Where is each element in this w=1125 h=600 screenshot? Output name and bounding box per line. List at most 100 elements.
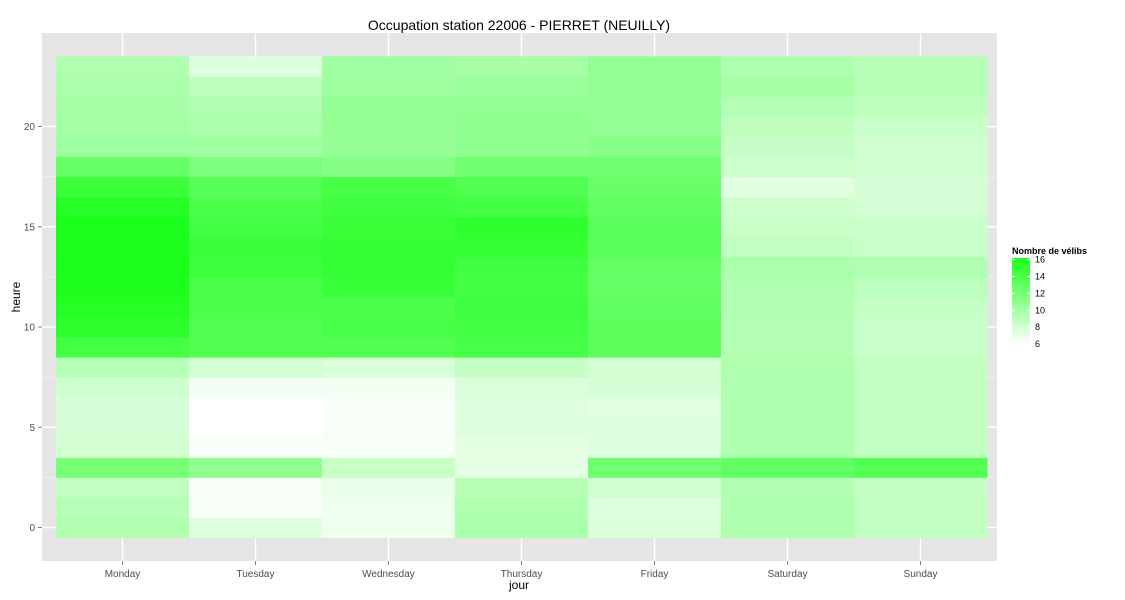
- heatmap-tile: [56, 517, 190, 539]
- heatmap-tile: [322, 517, 456, 539]
- heatmap-tile: [721, 216, 855, 238]
- heatmap-tile: [322, 196, 456, 218]
- heatmap-tile: [322, 256, 456, 278]
- heatmap-tile: [721, 276, 855, 298]
- heatmap-tile: [322, 316, 456, 338]
- heatmap-tile: [189, 296, 323, 318]
- heatmap-tile: [322, 497, 456, 518]
- heatmap-tile: [189, 457, 323, 478]
- heatmap-tile: [322, 337, 456, 358]
- heatmap-tile: [455, 196, 589, 218]
- heatmap-tile: [189, 176, 323, 198]
- heatmap-tile: [189, 316, 323, 338]
- heatmap-tile: [189, 216, 323, 238]
- heatmap-tile: [322, 156, 456, 178]
- heatmap-tile: [189, 76, 323, 97]
- heatmap-tile: [322, 457, 456, 478]
- legend-tick-label: 10: [1035, 305, 1045, 315]
- y-tick-label: 5: [29, 423, 35, 434]
- heatmap-tile: [455, 76, 589, 97]
- heatmap-tile: [455, 437, 589, 458]
- heatmap-tile: [189, 337, 323, 358]
- heatmap-tile: [721, 176, 855, 198]
- heatmap-tile: [455, 497, 589, 518]
- heatmap-tile: [322, 236, 456, 258]
- heatmap-tile: [56, 56, 190, 77]
- heatmap-tile: [854, 497, 988, 518]
- heatmap-tile: [588, 296, 722, 318]
- heatmap-tile: [322, 56, 456, 77]
- heatmap-tile: [322, 216, 456, 238]
- heatmap-tile: [588, 216, 722, 238]
- heatmap-tile: [455, 517, 589, 539]
- heatmap-tile: [189, 397, 323, 418]
- heatmap-tile: [588, 357, 722, 378]
- heatmap-tile: [854, 357, 988, 378]
- heatmap-tile: [854, 296, 988, 318]
- heatmap-tile: [588, 196, 722, 218]
- x-axis-title: jour: [508, 578, 529, 592]
- heatmap-tile: [56, 497, 190, 518]
- heatmap-tile: [189, 497, 323, 518]
- legend-tick-label: 16: [1035, 255, 1045, 265]
- heatmap-tile: [588, 497, 722, 518]
- heatmap-tile: [56, 316, 190, 338]
- heatmap-tile: [721, 256, 855, 278]
- y-axis-ticks: 0 5 10 15 20: [24, 122, 42, 534]
- heatmap-tile: [455, 56, 589, 77]
- heatmap-tile: [588, 517, 722, 539]
- heatmap-tile: [189, 156, 323, 178]
- heatmap-tile: [588, 176, 722, 198]
- heatmap-tile: [721, 56, 855, 77]
- heatmap-tile: [56, 477, 190, 498]
- heatmap-tile: [455, 417, 589, 438]
- heatmap-tile: [721, 477, 855, 498]
- heatmap-tile: [721, 397, 855, 418]
- heatmap-tile: [56, 176, 190, 198]
- heatmap-tile: [854, 236, 988, 258]
- x-tick-label: Tuesday: [237, 569, 275, 580]
- heatmap-tile: [322, 296, 456, 318]
- heatmap-tile: [721, 417, 855, 438]
- heatmap-tile: [455, 96, 589, 117]
- heatmap-tile: [588, 417, 722, 438]
- heatmap-tile: [721, 136, 855, 158]
- heatmap-tile: [455, 236, 589, 258]
- heatmap-tile: [854, 477, 988, 498]
- heatmap-tile: [56, 457, 190, 478]
- legend-ticks: 16 14 12 10 8 6: [1012, 255, 1045, 349]
- chart-title: Occupation station 22006 - PIERRET (NEUI…: [368, 17, 670, 33]
- heatmap-tile: [721, 156, 855, 178]
- heatmap-tile: [322, 96, 456, 117]
- heatmap-tile: [56, 196, 190, 218]
- heatmap-tile: [455, 216, 589, 238]
- heatmap-tile: [322, 477, 456, 498]
- heatmap-tile: [721, 96, 855, 117]
- heatmap-tile: [189, 477, 323, 498]
- heatmap-tile: [189, 517, 323, 539]
- heatmap-tile: [588, 337, 722, 358]
- heatmap-tile: [322, 417, 456, 438]
- heatmap-tile: [56, 357, 190, 378]
- heatmap-tile: [189, 116, 323, 138]
- heatmap-tile: [455, 256, 589, 278]
- heatmap-tile: [588, 457, 722, 478]
- heatmap-tile: [56, 437, 190, 458]
- heatmap-tile: [56, 377, 190, 398]
- heatmap-tile: [721, 377, 855, 398]
- heatmap-tile: [322, 397, 456, 418]
- heatmap-tile: [455, 276, 589, 298]
- heatmap-tile: [189, 96, 323, 117]
- heatmap-tile: [721, 457, 855, 478]
- heatmap-tile: [588, 276, 722, 298]
- heatmap-tile: [721, 116, 855, 138]
- heatmap-tile: [455, 357, 589, 378]
- color-legend: Nombre de vélibs 16 14 12 10 8 6: [1012, 246, 1087, 349]
- heatmap-tile: [322, 276, 456, 298]
- heatmap-tile: [189, 357, 323, 378]
- heatmap-tile: [56, 236, 190, 258]
- heatmap-tile: [322, 437, 456, 458]
- heatmap-tile: [588, 437, 722, 458]
- heatmap-tile: [189, 377, 323, 398]
